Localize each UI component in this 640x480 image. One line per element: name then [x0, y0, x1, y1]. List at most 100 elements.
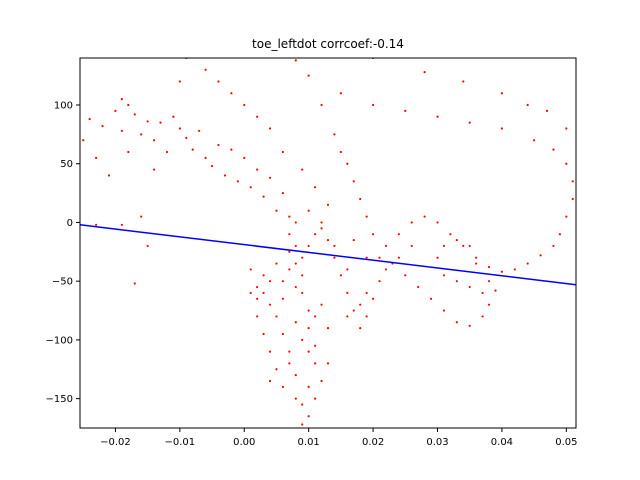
scatter-point — [275, 209, 278, 212]
scatter-point — [423, 70, 426, 74]
scatter-point — [178, 80, 181, 83]
scatter-point — [198, 129, 201, 132]
scatter-point — [133, 113, 136, 116]
scatter-point — [326, 362, 330, 365]
x-tick-label: 0.00 — [233, 437, 255, 448]
scatter-point — [455, 238, 458, 242]
scatter-point — [339, 274, 342, 277]
scatter-point — [223, 174, 227, 177]
scatter-point — [301, 168, 304, 171]
scatter-point — [249, 291, 252, 295]
fit-line — [80, 224, 576, 286]
scatter-point — [320, 103, 323, 107]
scatter-point — [571, 180, 574, 183]
scatter-point — [436, 221, 439, 224]
scatter-point — [320, 221, 323, 224]
scatter-point — [243, 103, 246, 107]
scatter-point — [275, 262, 278, 265]
scatter-point — [307, 244, 310, 248]
scatter-point — [371, 233, 375, 236]
scatter-point — [314, 315, 317, 318]
scatter-point — [494, 289, 497, 292]
scatter-point — [384, 244, 388, 248]
scatter-point — [294, 285, 297, 289]
scatter-point — [256, 115, 259, 118]
scatter-point — [378, 256, 381, 259]
scatter-point — [217, 80, 220, 83]
scatter-point — [500, 92, 504, 95]
scatter-point — [256, 168, 259, 171]
scatter-point — [217, 143, 220, 147]
scatter-point — [268, 379, 272, 383]
scatter-point — [487, 280, 491, 283]
scatter-point — [320, 227, 323, 230]
scatter-point — [468, 244, 471, 248]
scatter-point — [320, 303, 323, 306]
scatter-point — [301, 403, 304, 406]
scatter-point — [333, 244, 336, 248]
scatter-point — [294, 397, 297, 400]
scatter-point — [552, 148, 555, 151]
scatter-point — [268, 176, 272, 179]
y-tick-label: −50 — [52, 277, 73, 288]
chart-title: toe_leftdot corrcoef:-0.14 — [252, 37, 404, 51]
scatter-point — [120, 223, 123, 226]
scatter-point — [294, 244, 297, 248]
scatter-point — [326, 327, 330, 330]
scatter-point — [268, 350, 272, 353]
scatter-point — [410, 221, 413, 224]
scatter-point — [339, 150, 342, 154]
scatter-point — [268, 280, 272, 283]
scatter-point — [236, 180, 239, 183]
scatter-point — [558, 233, 561, 236]
x-tick-label: −0.02 — [100, 437, 131, 448]
scatter-point — [320, 379, 323, 383]
scatter-point — [294, 321, 297, 324]
scatter-point — [339, 92, 342, 95]
scatter-point — [146, 120, 149, 123]
scatter-point — [301, 274, 304, 277]
scatter-point — [346, 268, 349, 271]
scatter-point — [346, 315, 349, 318]
scatter-point — [442, 309, 446, 312]
x-tick-label: 0.05 — [555, 437, 577, 448]
scatter-point — [249, 268, 252, 271]
scatter-point — [314, 397, 317, 400]
scatter-point — [436, 256, 439, 259]
scatter-point — [133, 282, 136, 285]
scatter-point — [191, 148, 194, 151]
scatter-point — [301, 338, 304, 342]
scatter-point — [288, 350, 291, 353]
scatter-point — [468, 121, 471, 124]
scatter-point — [365, 315, 368, 318]
scatter-point — [307, 415, 310, 418]
scatter-point — [307, 209, 310, 212]
scatter-point — [159, 121, 162, 124]
scatter-point — [462, 80, 465, 83]
scatter-point — [326, 238, 330, 242]
scatter-point — [281, 280, 285, 283]
scatter-point — [230, 92, 233, 95]
scatter-point — [281, 332, 285, 336]
scatter-point — [481, 291, 484, 295]
scatter-point — [436, 115, 439, 118]
scatter-point — [140, 215, 143, 218]
scatter-point — [114, 109, 117, 112]
scatter-point — [288, 268, 291, 271]
scatter-point — [140, 133, 143, 136]
scatter-point — [404, 109, 407, 112]
scatter-point — [262, 332, 265, 336]
x-tick-label: 0.04 — [491, 437, 513, 448]
fit-line-layer — [80, 224, 576, 286]
scatter-point — [365, 291, 368, 295]
scatter-point — [468, 324, 471, 327]
y-tick-label: 100 — [54, 100, 73, 111]
x-tick-label: 0.03 — [426, 437, 448, 448]
scatter-point — [204, 156, 207, 159]
y-tick-label: −100 — [46, 335, 73, 346]
scatter-point — [571, 197, 574, 201]
scatter-point — [288, 362, 291, 365]
scatter-point — [256, 297, 259, 300]
scatter-point — [307, 385, 310, 388]
